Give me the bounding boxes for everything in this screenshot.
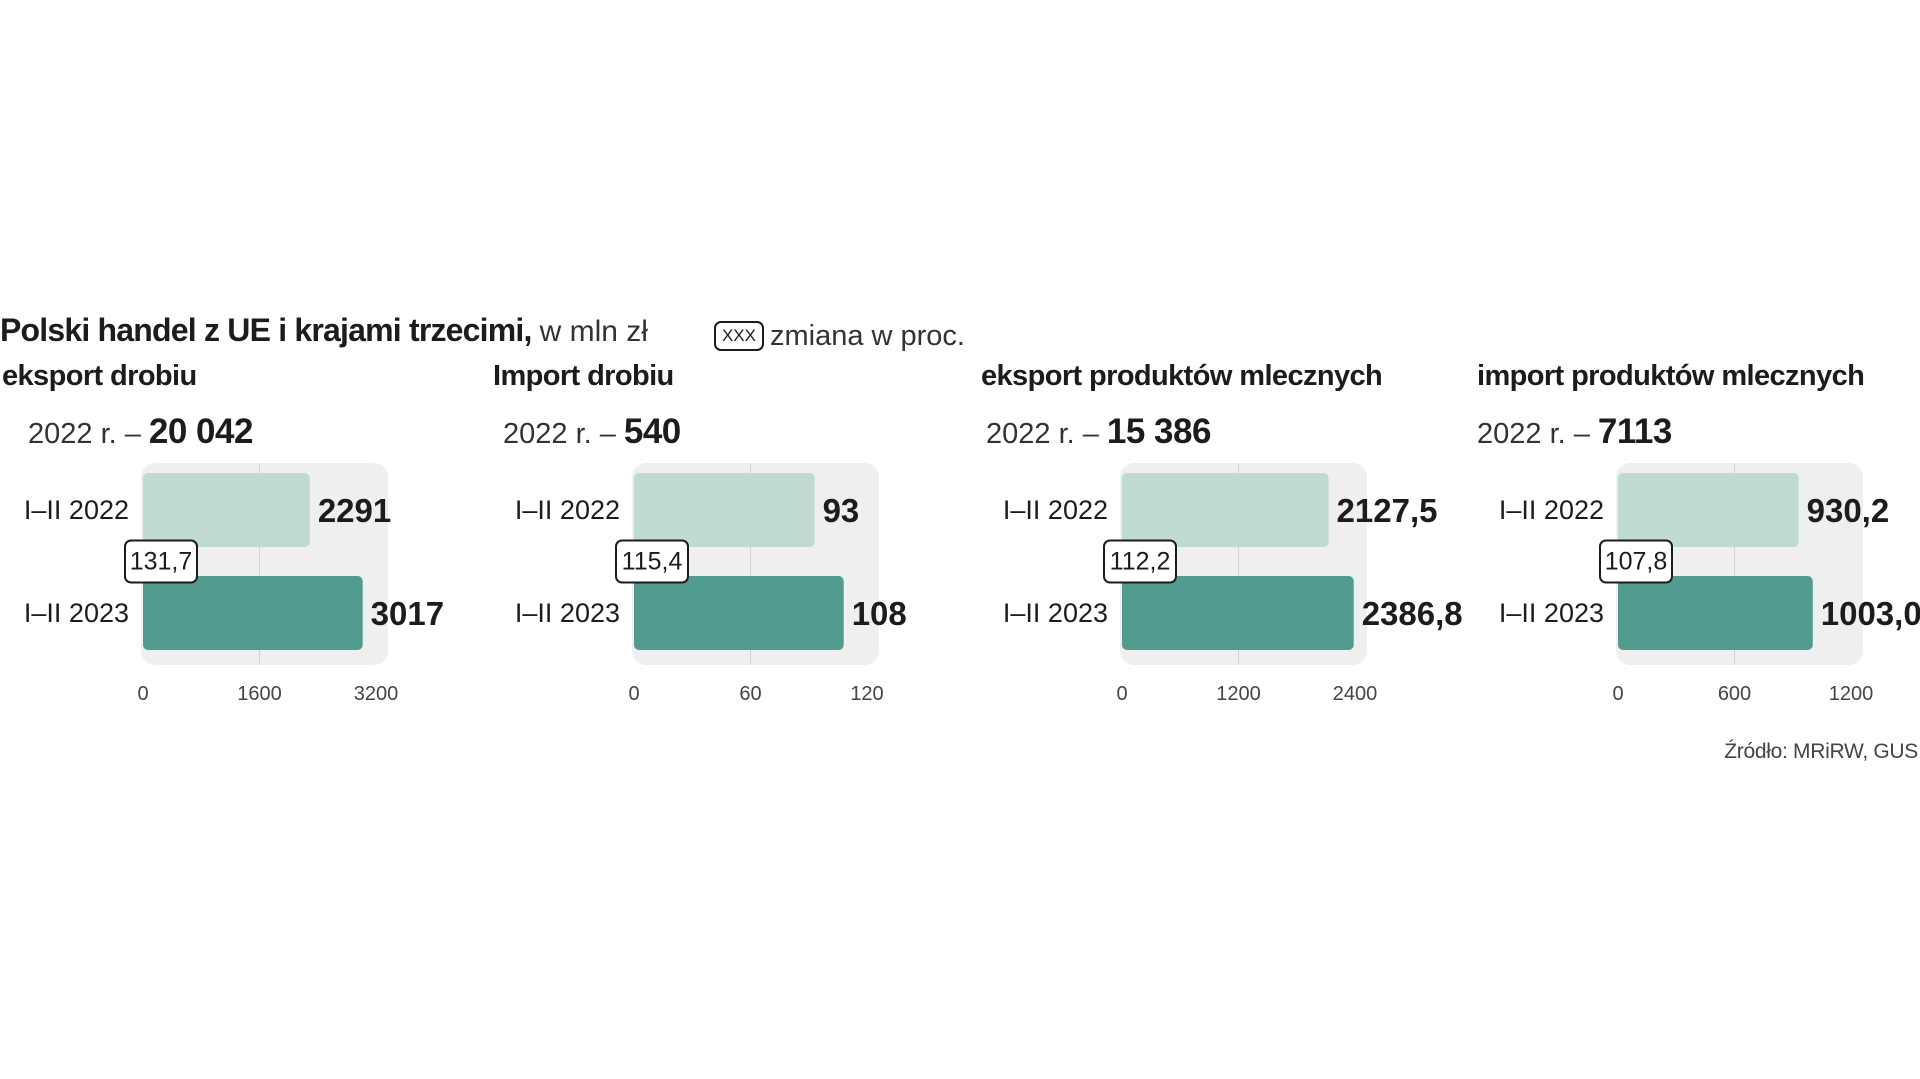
change-label: 107,8 <box>1605 548 1668 576</box>
x-tick-label: 2400 <box>1333 683 1378 705</box>
panel-eksport-drobiu: eksport drobiu 2022 r. – 20 042 I–II 202… <box>2 360 492 760</box>
x-tick-label: 3200 <box>354 683 399 705</box>
x-tick-label: 0 <box>1116 683 1127 705</box>
panel-import-produktow-mlecznych: import produktów mlecznych 2022 r. – 711… <box>1477 360 1920 760</box>
bar-2023 <box>1618 576 1813 650</box>
x-tick-label: 0 <box>137 683 148 705</box>
year-total-label: 2022 r. – <box>1477 418 1590 450</box>
x-tick-label: 0 <box>1612 683 1623 705</box>
bar-chart-eksport-drobiu: I–II 2022 2291 I–II 2023 3017 131,7 0 1600 3200 <box>24 463 444 705</box>
change-label: 115,4 <box>622 548 683 576</box>
year-total-value: 15 386 <box>1106 412 1212 451</box>
category-label: I–II 2022 <box>24 495 129 525</box>
value-label: 2127,5 <box>1337 492 1438 529</box>
x-tick-label: 60 <box>739 683 761 705</box>
value-label: 930,2 <box>1807 492 1890 529</box>
change-badge <box>1103 539 1177 584</box>
category-label: I–II 2023 <box>24 598 129 628</box>
year-total: 2022 r. – 7113 <box>1477 412 1672 452</box>
year-total: 2022 r. – 20 042 <box>28 412 253 452</box>
change-label: 112,2 <box>1110 548 1171 576</box>
change-badge <box>1599 539 1673 584</box>
legend: XXX zmiana w proc. <box>713 319 965 353</box>
bar-2022 <box>143 473 310 547</box>
bar-2022 <box>1618 473 1799 547</box>
bar-chart-import-produktow-mlecznych: I–II 2022 930,2 I–II 2023 1003,0 107,8 0 600 12… <box>1499 463 1920 705</box>
panel-title: Import drobiu <box>493 360 674 392</box>
bar-chart-eksport-produktow-mlecznych: I–II 2022 2127,5 I–II 2023 2386,8 112,2 0 1200… <box>1003 463 1463 705</box>
year-total: 2022 r. – 540 <box>503 412 681 452</box>
value-label: 3017 <box>371 595 444 632</box>
legend-change-label: zmiana w proc. <box>769 319 965 352</box>
x-tick-label: 1600 <box>237 683 282 705</box>
bar-2023 <box>1122 576 1354 650</box>
chart-unit: w mln zł <box>539 315 648 348</box>
year-total-value: 540 <box>623 412 681 451</box>
x-tick-label: 120 <box>850 683 883 705</box>
x-tick-label: 1200 <box>1829 683 1874 705</box>
legend-change-box: XXX <box>713 321 764 351</box>
year-total-label: 2022 r. – <box>986 418 1099 450</box>
panel-eksport-produktow-mlecznych: eksport produktów mlecznych 2022 r. – 15… <box>981 360 1471 760</box>
year-total-value: 20 042 <box>148 412 254 451</box>
bar-2022 <box>634 473 815 547</box>
source-note: Źródło: MRiRW, GUS <box>1724 740 1918 763</box>
value-label: 2386,8 <box>1362 595 1463 632</box>
value-label: 93 <box>823 492 860 529</box>
bar-chart-import-drobiu: I–II 2022 93 I–II 2023 108 115,4 0 60 120 <box>515 463 907 705</box>
year-total-label: 2022 r. – <box>28 418 141 450</box>
panel-title: import produktów mlecznych <box>1477 360 1865 392</box>
bar-2023 <box>143 576 363 650</box>
panel-title: eksport drobiu <box>2 360 197 392</box>
change-label: 131,7 <box>130 548 193 576</box>
panel-import-drobiu: Import drobiu 2022 r. – 540 I–II 2022 93 I… <box>493 360 983 760</box>
x-tick-label: 1200 <box>1216 683 1261 705</box>
category-label: I–II 2022 <box>515 495 620 525</box>
change-badge <box>124 539 198 584</box>
category-label: I–II 2022 <box>1499 495 1604 525</box>
panel-title: eksport produktów mlecznych <box>981 360 1383 392</box>
year-total-value: 7113 <box>1597 412 1672 451</box>
value-label: 1003,0 <box>1821 595 1920 632</box>
change-badge <box>615 539 689 584</box>
chart-header: Polski handel z UE i krajami trzecimi, w… <box>0 312 1100 352</box>
x-tick-label: 600 <box>1718 683 1751 705</box>
category-label: I–II 2023 <box>1003 598 1108 628</box>
category-label: I–II 2023 <box>515 598 620 628</box>
category-label: I–II 2022 <box>1003 495 1108 525</box>
year-total: 2022 r. – 15 386 <box>986 412 1211 452</box>
year-total-label: 2022 r. – <box>503 418 616 450</box>
chart-title: Polski handel z UE i krajami trzecimi, <box>0 312 532 348</box>
bar-2023 <box>634 576 844 650</box>
category-label: I–II 2023 <box>1499 598 1604 628</box>
bar-2022 <box>1122 473 1329 547</box>
x-tick-label: 0 <box>628 683 639 705</box>
value-label: 2291 <box>318 492 391 529</box>
value-label: 108 <box>852 595 907 632</box>
